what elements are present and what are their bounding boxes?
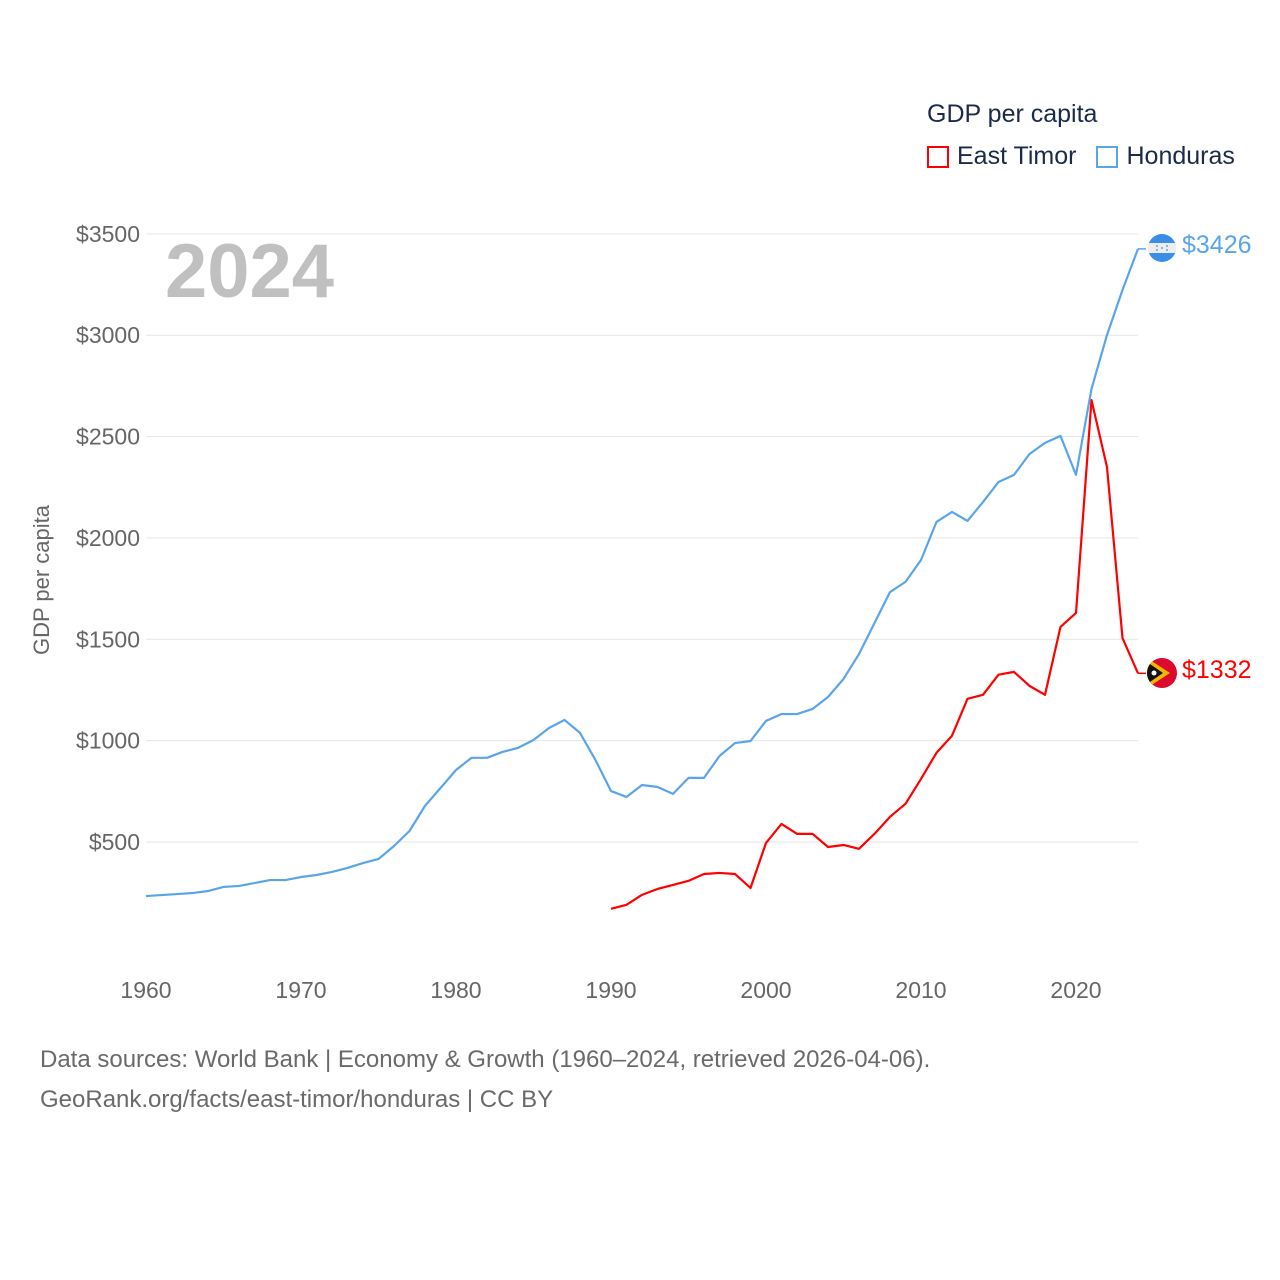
honduras-flag-icon [1148, 234, 1176, 262]
legend-title: GDP per capita [927, 100, 1098, 128]
x-tick-label: 1990 [585, 977, 636, 1003]
year-label: 2024 [165, 229, 335, 314]
source-line-1: Data sources: World Bank | Economy & Gro… [40, 1046, 931, 1073]
y-tick-label: $3500 [76, 221, 140, 247]
x-tick-label: 2000 [740, 977, 791, 1003]
y-axis-label: GDP per capita [29, 504, 54, 656]
y-tick-label: $3000 [76, 322, 140, 348]
series-line-east-timor [610, 398, 1140, 910]
series-line-honduras [145, 248, 1140, 898]
x-tick-label: 2010 [895, 977, 946, 1003]
east-timor-flag-icon [1147, 658, 1177, 688]
legend-label: Honduras [1126, 142, 1235, 170]
y-tick-label: $1000 [76, 728, 140, 754]
legend: East Timor Honduras [927, 142, 1235, 171]
y-tick-label: $1500 [76, 626, 140, 652]
legend-swatch [927, 145, 949, 168]
x-tick-label: 1980 [430, 977, 481, 1003]
y-tick-label: $500 [89, 829, 140, 855]
legend-label: East Timor [957, 142, 1077, 170]
source-line-2: GeoRank.org/facts/east-timor/honduras | … [40, 1086, 554, 1113]
legend-swatch [1096, 145, 1119, 168]
end-label-honduras: $3426 [1182, 231, 1252, 259]
x-tick-label: 1960 [120, 977, 171, 1003]
y-tick-label: $2000 [76, 525, 140, 551]
end-label-east-timor: $1332 [1182, 656, 1252, 684]
legend-item-honduras[interactable]: Honduras [1096, 142, 1235, 171]
x-tick-label: 1970 [275, 977, 326, 1003]
legend-item-east-timor[interactable]: East Timor [927, 142, 1076, 171]
y-tick-label: $2500 [76, 424, 140, 450]
x-tick-label: 2020 [1050, 977, 1101, 1003]
